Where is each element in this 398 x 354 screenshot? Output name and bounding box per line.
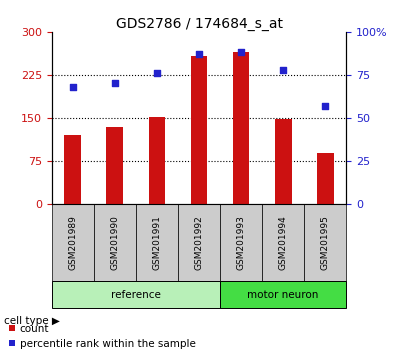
Bar bbox=[275, 119, 292, 204]
Text: GSM201995: GSM201995 bbox=[321, 215, 330, 270]
Bar bbox=[304, 204, 346, 281]
Bar bbox=[233, 52, 250, 204]
Text: reference: reference bbox=[111, 290, 161, 300]
Text: motor neuron: motor neuron bbox=[248, 290, 319, 300]
Point bbox=[238, 50, 244, 55]
Text: GSM201990: GSM201990 bbox=[110, 215, 119, 270]
Bar bbox=[64, 135, 81, 204]
Title: GDS2786 / 174684_s_at: GDS2786 / 174684_s_at bbox=[115, 17, 283, 31]
Text: GSM201993: GSM201993 bbox=[236, 215, 246, 270]
Bar bbox=[94, 204, 136, 281]
Point bbox=[196, 51, 202, 57]
Point bbox=[70, 84, 76, 90]
Bar bbox=[106, 127, 123, 204]
Bar bbox=[136, 204, 178, 281]
Text: GSM201991: GSM201991 bbox=[152, 215, 162, 270]
Point bbox=[112, 81, 118, 86]
Point bbox=[280, 67, 286, 73]
Bar bbox=[317, 153, 334, 204]
Bar bbox=[148, 116, 165, 204]
Bar bbox=[52, 281, 220, 308]
Bar bbox=[191, 56, 207, 204]
Point bbox=[154, 70, 160, 76]
Legend: count, percentile rank within the sample: count, percentile rank within the sample bbox=[9, 324, 195, 349]
Bar bbox=[178, 204, 220, 281]
Bar bbox=[52, 204, 94, 281]
Text: GSM201992: GSM201992 bbox=[195, 215, 203, 270]
Point bbox=[322, 103, 328, 109]
Text: GSM201994: GSM201994 bbox=[279, 215, 288, 270]
Text: cell type ▶: cell type ▶ bbox=[4, 316, 60, 326]
Bar bbox=[262, 204, 304, 281]
Text: GSM201989: GSM201989 bbox=[68, 215, 77, 270]
Bar bbox=[220, 281, 346, 308]
Bar bbox=[220, 204, 262, 281]
